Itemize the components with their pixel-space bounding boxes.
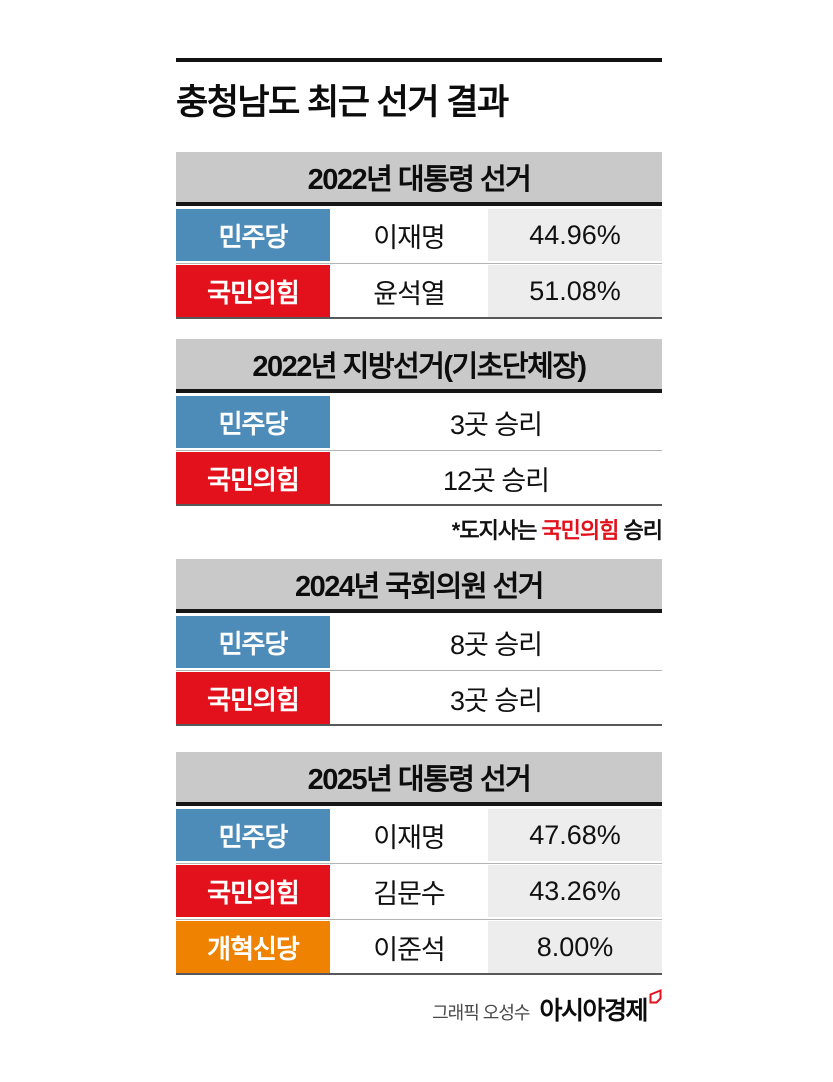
table-row: 민주당 이재명 44.96% [176, 209, 662, 264]
table-body: 민주당 3곳 승리 국민의힘 12곳 승리 [176, 396, 662, 504]
table-body: 민주당 8곳 승리 국민의힘 3곳 승리 [176, 616, 662, 724]
brand-logo: 아시아경제 [539, 989, 662, 1027]
percent-cell: 43.26% [488, 865, 662, 917]
section-title: 2022년 대통령 선거 [176, 152, 662, 206]
table-body: 민주당 이재명 44.96% 국민의힘 윤석열 51.08% [176, 209, 662, 317]
candidate-cell: 이준석 [330, 921, 488, 973]
candidate-cell: 윤석열 [330, 265, 488, 317]
table-row: 민주당 이재명 47.68% [176, 809, 662, 864]
candidate-cell: 김문수 [330, 865, 488, 917]
party-cell: 민주당 [176, 396, 330, 448]
table-row: 민주당 3곳 승리 [176, 396, 662, 451]
party-cell: 민주당 [176, 616, 330, 668]
table-row: 국민의힘 김문수 43.26% [176, 865, 662, 920]
result-cell: 8곳 승리 [330, 616, 662, 668]
table-row: 국민의힘 윤석열 51.08% [176, 265, 662, 317]
table-row: 개혁신당 이준석 8.00% [176, 921, 662, 973]
section-title: 2024년 국회의원 선거 [176, 559, 662, 613]
result-cell: 3곳 승리 [330, 672, 662, 724]
governor-footnote: *도지사는 국민의힘 승리 [176, 513, 663, 545]
party-cell: 개혁신당 [176, 921, 330, 973]
footnote-prefix: *도지사는 [451, 518, 542, 543]
table-2022-presidential: 2022년 대통령 선거 민주당 이재명 44.96% 국민의힘 윤석열 51.… [176, 152, 662, 319]
table-2022-local: 2022년 지방선거(기초단체장) 민주당 3곳 승리 국민의힘 12곳 승리 [176, 339, 662, 506]
graphic-credit: 그래픽 오성수 [432, 1003, 530, 1023]
page-title: 충청남도 최근 선거 결과 [176, 83, 509, 122]
percent-cell: 51.08% [488, 265, 662, 317]
footnote-suffix: 승리 [618, 518, 663, 543]
party-cell: 민주당 [176, 809, 330, 861]
table-2024-assembly: 2024년 국회의원 선거 민주당 8곳 승리 국민의힘 3곳 승리 [176, 559, 662, 726]
percent-cell: 44.96% [488, 209, 662, 261]
party-cell: 국민의힘 [176, 865, 330, 917]
section-title: 2025년 대통령 선거 [176, 752, 662, 806]
result-cell: 12곳 승리 [330, 452, 662, 504]
footer-credit: 그래픽 오성수 아시아경제 [176, 989, 662, 1027]
party-cell: 국민의힘 [176, 672, 330, 724]
title-rule [176, 58, 662, 62]
footnote-party-highlight: 국민의힘 [541, 518, 619, 543]
brand-flag-icon [649, 989, 662, 1004]
brand-name: 아시아경제 [539, 997, 648, 1025]
table-row: 민주당 8곳 승리 [176, 616, 662, 671]
table-body: 민주당 이재명 47.68% 국민의힘 김문수 43.26% 개혁신당 이준석 … [176, 809, 662, 973]
party-cell: 민주당 [176, 209, 330, 261]
percent-cell: 47.68% [488, 809, 662, 861]
infographic: 충청남도 최근 선거 결과 2022년 대통령 선거 민주당 이재명 44.96… [176, 58, 663, 1027]
party-cell: 국민의힘 [176, 452, 330, 504]
table-2025-presidential: 2025년 대통령 선거 민주당 이재명 47.68% 국민의힘 김문수 43.… [176, 752, 662, 975]
result-cell: 3곳 승리 [330, 396, 662, 448]
table-row: 국민의힘 3곳 승리 [176, 672, 662, 724]
candidate-cell: 이재명 [330, 809, 488, 861]
candidate-cell: 이재명 [330, 209, 488, 261]
party-cell: 국민의힘 [176, 265, 330, 317]
percent-cell: 8.00% [488, 921, 662, 973]
section-title: 2022년 지방선거(기초단체장) [176, 339, 662, 393]
table-row: 국민의힘 12곳 승리 [176, 452, 662, 504]
